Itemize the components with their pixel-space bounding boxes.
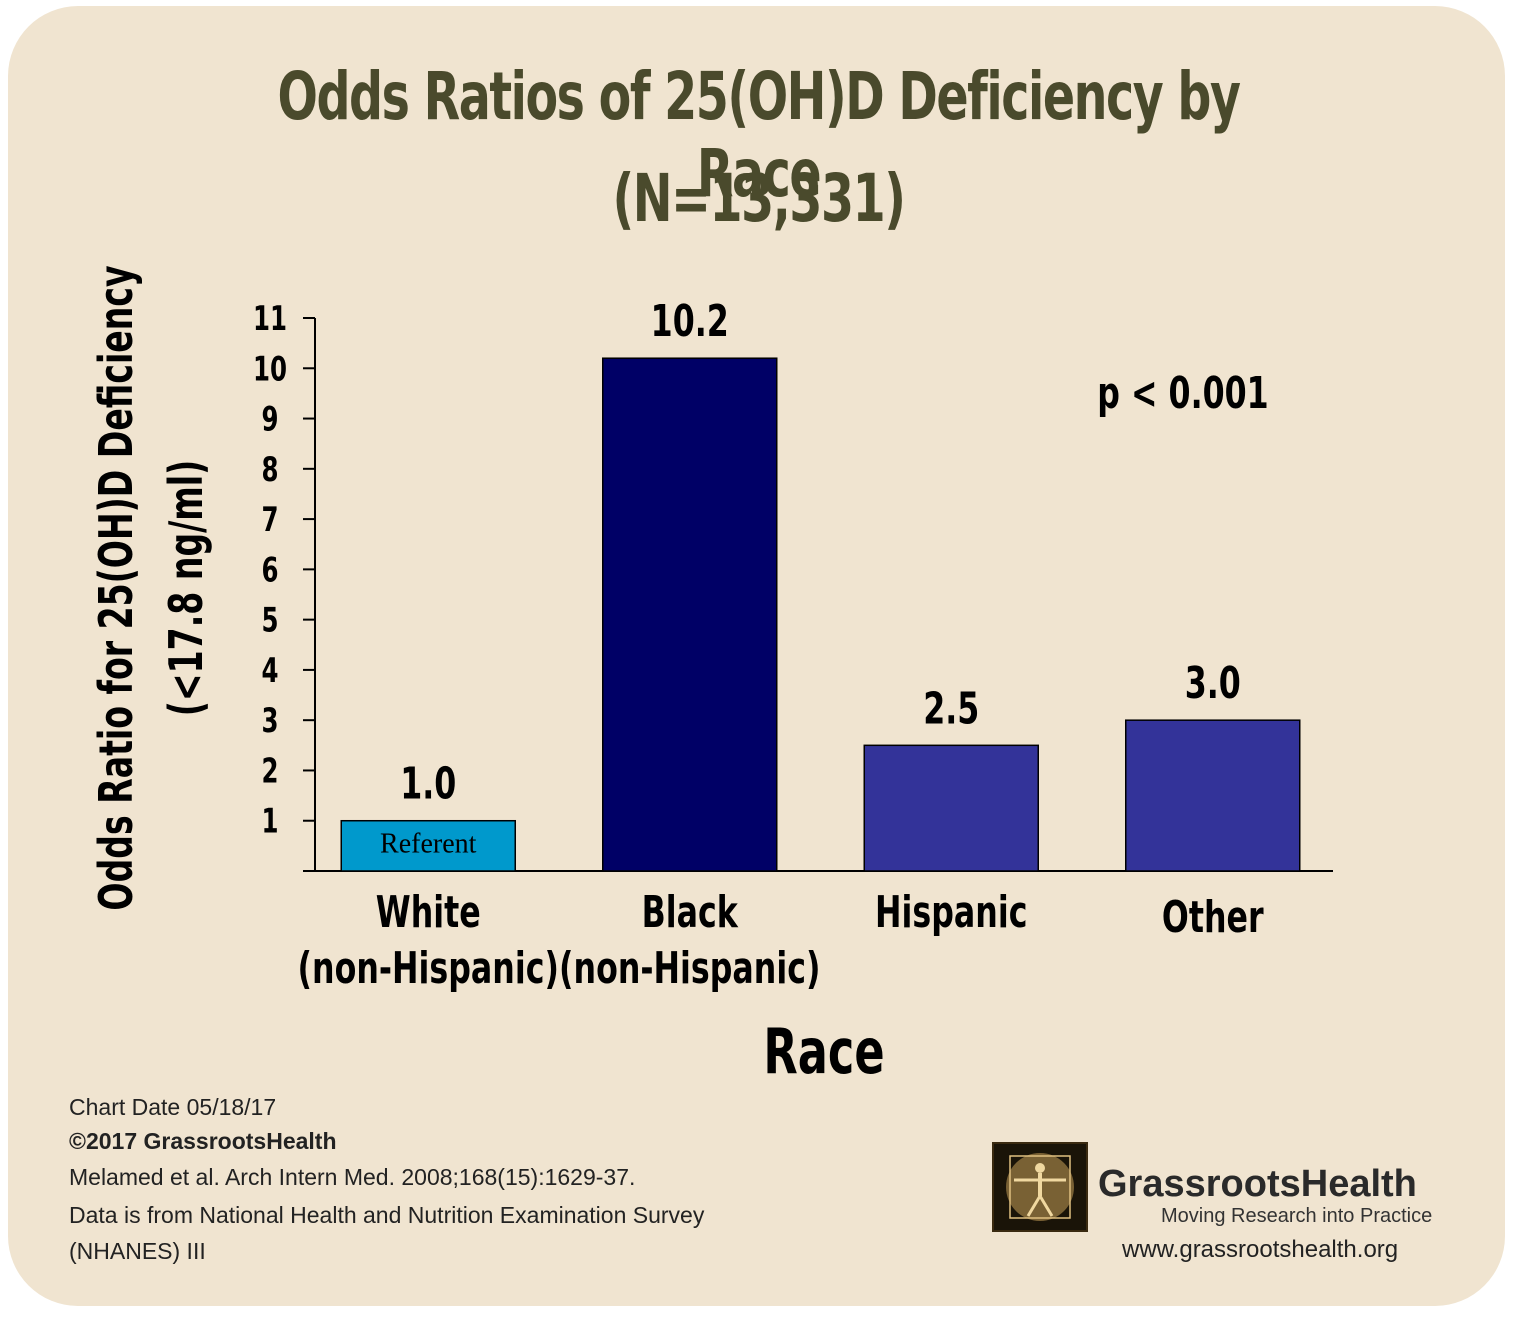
bar-value-label-group: 2.5 — [923, 683, 979, 735]
bar-value-label: 1.0 — [400, 759, 456, 811]
x-category-label-group: (non-Hispanic) — [559, 943, 820, 995]
x-category-label: (non-Hispanic) — [559, 943, 820, 995]
y-axis-title-group: (<17.8 ng/ml) — [161, 460, 214, 717]
y-tick-label: 5 — [261, 601, 278, 640]
bar — [602, 357, 778, 872]
y-tick-label-group: 9 — [261, 400, 278, 439]
y-tick-label-group: 1 — [261, 802, 278, 841]
y-tick-label: 9 — [261, 400, 278, 439]
x-category-label: Hispanic — [875, 887, 1027, 939]
logo-tagline: Moving Research into Practice — [1161, 1205, 1433, 1227]
bar — [863, 744, 1039, 872]
y-tick-label-group: 3 — [261, 701, 278, 740]
y-tick-label-group: 8 — [261, 450, 278, 489]
y-axis-title: Odds Ratio for 25(OH)D Deficiency — [91, 265, 144, 910]
y-tick-label-group: 6 — [261, 550, 278, 589]
y-tick-label-group: 11 — [253, 299, 287, 338]
bar — [1125, 719, 1301, 872]
x-category-label-group: White — [376, 887, 481, 939]
bar-value-label: 10.2 — [651, 296, 729, 348]
y-tick-label: 10 — [253, 349, 287, 388]
logo-name: GrassrootsHealth — [1098, 1163, 1417, 1205]
x-category-label: White — [376, 887, 481, 939]
y-tick-label-group: 7 — [261, 500, 278, 539]
y-tick-label: 6 — [261, 550, 278, 589]
p-value-annotation-group: p < 0.001 — [1097, 368, 1268, 420]
x-category-label: Other — [1162, 892, 1264, 944]
y-tick-label: 3 — [261, 701, 278, 740]
x-axis-title-group: Race — [763, 1016, 884, 1088]
y-tick-label: 8 — [261, 450, 278, 489]
x-category-label-group: Hispanic — [875, 887, 1027, 939]
y-tick-label-group: 5 — [261, 601, 278, 640]
data-source-line2: (NHANES) III — [69, 1238, 206, 1264]
data-source-line1: Data is from National Health and Nutriti… — [69, 1202, 705, 1228]
x-category-label-group: Other — [1162, 892, 1264, 944]
bar-value-label-group: 3.0 — [1185, 658, 1241, 710]
vitruvian-logo-icon — [992, 1142, 1088, 1232]
x-category-label-group: Black — [642, 887, 739, 939]
y-tick-label: 4 — [261, 651, 278, 690]
bar-inner-label: Referent — [380, 829, 477, 860]
y-tick-label: 7 — [261, 500, 278, 539]
y-tick-label: 11 — [253, 299, 287, 338]
y-tick-label: 1 — [261, 802, 278, 841]
y-tick-label: 2 — [261, 751, 278, 790]
x-category-label-group: (non-Hispanic) — [298, 943, 559, 995]
y-axis-title: (<17.8 ng/ml) — [161, 460, 214, 717]
chart-title: Odds Ratios of 25(OH)D Deficiency by Rac… — [277, 58, 1241, 212]
y-tick-label-group: 10 — [253, 349, 287, 388]
copyright: ©2017 GrassrootsHealth — [69, 1128, 337, 1154]
x-category-label: (non-Hispanic) — [298, 943, 559, 995]
y-axis-title-group: Odds Ratio for 25(OH)D Deficiency — [91, 265, 144, 910]
chart-subtitle: (N=13,331) — [612, 160, 905, 237]
bar-value-label: 2.5 — [923, 683, 979, 735]
bar-value-label: 3.0 — [1185, 658, 1241, 710]
x-category-label: Black — [642, 887, 739, 939]
citation: Melamed et al. Arch Intern Med. 2008;168… — [69, 1164, 636, 1190]
bar — [340, 819, 516, 872]
website-url[interactable]: www.grassrootshealth.org — [1122, 1236, 1399, 1263]
p-value-annotation: p < 0.001 — [1097, 368, 1268, 420]
x-axis-title: Race — [763, 1016, 884, 1088]
bar-value-label-group: 10.2 — [651, 296, 729, 348]
bar-value-label-group: 1.0 — [400, 759, 456, 811]
y-tick-label-group: 4 — [261, 651, 278, 690]
chart-date: Chart Date 05/18/17 — [69, 1094, 277, 1120]
y-tick-label-group: 2 — [261, 751, 278, 790]
